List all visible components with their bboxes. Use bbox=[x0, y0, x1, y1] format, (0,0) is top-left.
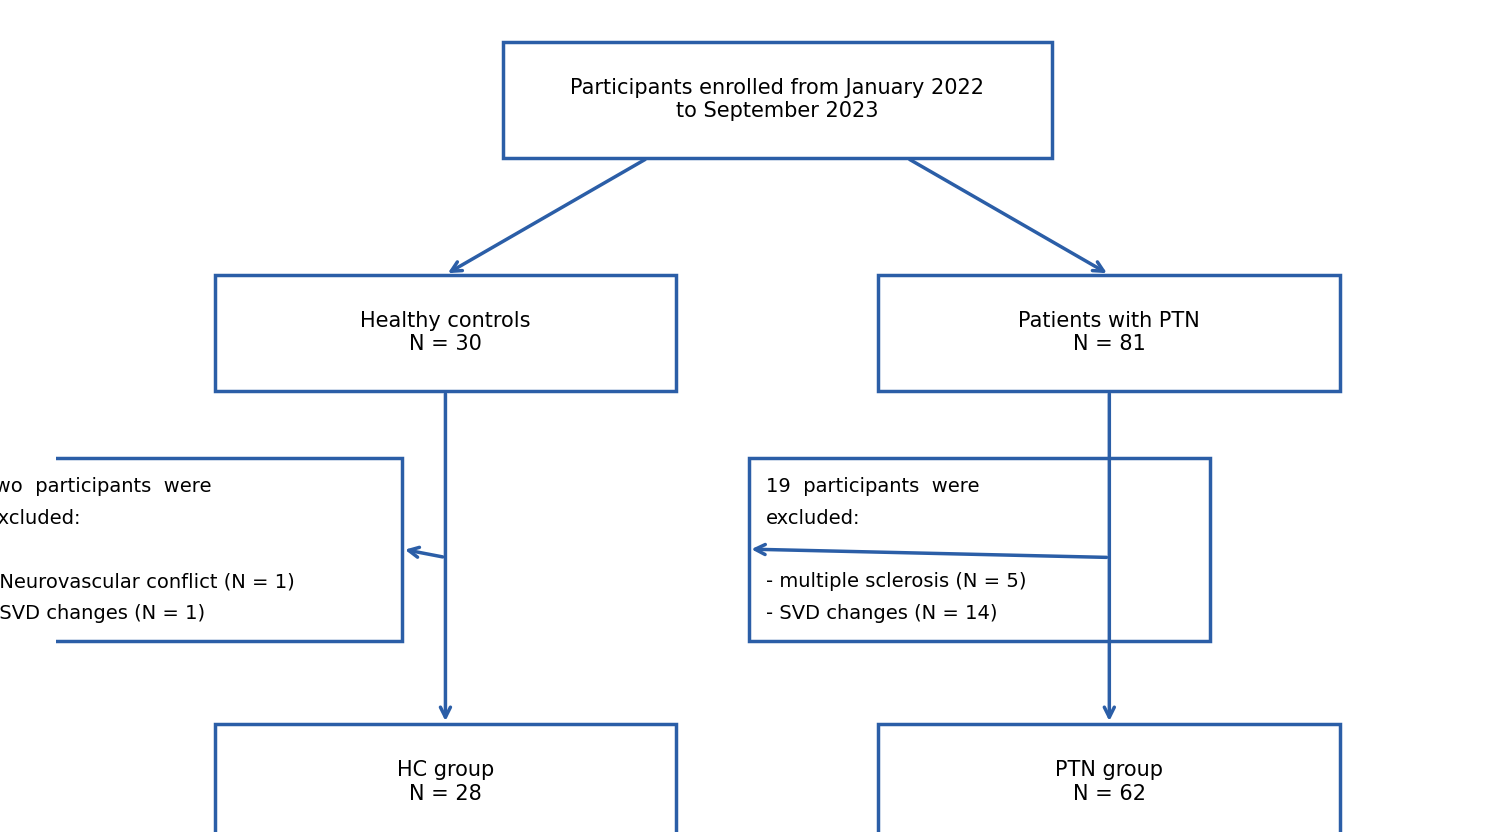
Text: PTN group: PTN group bbox=[1055, 760, 1163, 780]
FancyBboxPatch shape bbox=[878, 724, 1340, 832]
Text: excluded:: excluded: bbox=[766, 509, 860, 527]
FancyBboxPatch shape bbox=[748, 458, 1210, 641]
Text: excluded:: excluded: bbox=[0, 509, 81, 527]
Text: Patients with PTN: Patients with PTN bbox=[1018, 311, 1201, 331]
Text: N = 62: N = 62 bbox=[1073, 784, 1145, 804]
Text: - multiple sclerosis (N = 5): - multiple sclerosis (N = 5) bbox=[766, 572, 1027, 591]
Text: N = 81: N = 81 bbox=[1073, 334, 1145, 354]
Text: Two  participants  were: Two participants were bbox=[0, 478, 211, 496]
Text: N = 28: N = 28 bbox=[409, 784, 481, 804]
Text: to September 2023: to September 2023 bbox=[676, 102, 878, 121]
FancyBboxPatch shape bbox=[878, 275, 1340, 391]
Text: 19  participants  were: 19 participants were bbox=[766, 478, 979, 496]
Text: Participants enrolled from January 2022: Participants enrolled from January 2022 bbox=[571, 78, 985, 98]
Text: HC group: HC group bbox=[397, 760, 495, 780]
Text: - Neurovascular conflict (N = 1): - Neurovascular conflict (N = 1) bbox=[0, 572, 295, 591]
FancyBboxPatch shape bbox=[214, 275, 676, 391]
Text: N = 30: N = 30 bbox=[409, 334, 481, 354]
Text: - SVD changes (N = 14): - SVD changes (N = 14) bbox=[766, 604, 997, 622]
FancyBboxPatch shape bbox=[0, 458, 402, 641]
FancyBboxPatch shape bbox=[214, 724, 676, 832]
Text: Healthy controls: Healthy controls bbox=[360, 311, 531, 331]
Text: - SVD changes (N = 1): - SVD changes (N = 1) bbox=[0, 604, 205, 622]
FancyBboxPatch shape bbox=[504, 42, 1052, 158]
